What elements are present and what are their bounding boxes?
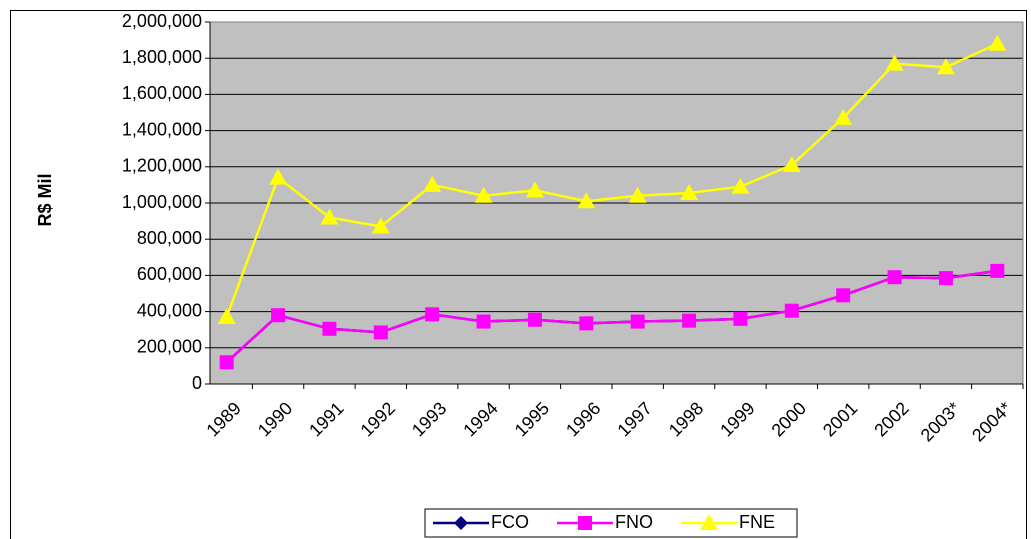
marker	[682, 313, 697, 328]
marker	[733, 311, 748, 326]
x-tick-label: 1996	[562, 398, 604, 440]
x-tick-label: 1992	[357, 398, 399, 440]
marker	[579, 316, 594, 331]
x-tick-label: 2000	[768, 398, 810, 440]
x-tick-label: 1999	[716, 398, 758, 440]
marker	[887, 270, 902, 285]
marker	[988, 34, 1007, 51]
y-tick-label: 600,000	[137, 264, 202, 284]
x-tick-label: 1993	[408, 398, 450, 440]
marker	[269, 168, 288, 185]
marker	[700, 514, 718, 530]
marker	[217, 308, 236, 325]
y-tick-label: 1,600,000	[122, 83, 202, 103]
chart-frame	[10, 10, 1027, 539]
y-tick-label: 800,000	[137, 228, 202, 248]
marker	[885, 54, 904, 71]
marker	[423, 175, 442, 192]
legend-label: FNO	[615, 512, 653, 532]
x-tick-label: 2003*	[917, 398, 964, 445]
marker	[938, 271, 953, 286]
marker	[836, 288, 851, 303]
y-axis-label: R$ Mil	[35, 173, 55, 226]
marker	[271, 308, 286, 323]
x-tick-label: 1994	[459, 398, 501, 440]
y-tick-label: 200,000	[137, 337, 202, 357]
legend-label: FCO	[491, 512, 529, 532]
marker	[425, 307, 440, 322]
x-tick-label: 2002	[870, 398, 912, 440]
marker	[527, 312, 542, 327]
y-tick-label: 1,800,000	[122, 47, 202, 67]
y-tick-label: 2,000,000	[122, 11, 202, 31]
marker	[628, 186, 647, 203]
series-line	[225, 269, 998, 364]
marker	[834, 108, 853, 125]
y-tick-label: 1,000,000	[122, 192, 202, 212]
marker	[680, 184, 699, 201]
x-tick-label: 1998	[665, 398, 707, 440]
x-tick-label: 2004*	[968, 398, 1015, 445]
marker	[784, 303, 799, 318]
series-line	[225, 42, 998, 318]
x-tick-label: 2001	[819, 398, 861, 440]
marker	[219, 355, 234, 370]
x-tick-label: 1989	[202, 398, 244, 440]
marker	[476, 314, 491, 329]
y-tick-label: 1,200,000	[122, 156, 202, 176]
marker	[525, 181, 544, 198]
legend-label: FNE	[739, 512, 775, 532]
marker	[578, 516, 592, 530]
x-tick-label: 1990	[254, 398, 296, 440]
marker	[474, 186, 493, 203]
marker	[322, 321, 337, 336]
x-tick-label: 1995	[511, 398, 553, 440]
marker	[454, 516, 468, 530]
marker	[630, 314, 645, 329]
x-tick-label: 1991	[305, 398, 347, 440]
marker	[320, 208, 339, 225]
marker	[782, 155, 801, 172]
y-tick-label: 0	[192, 373, 202, 393]
marker	[936, 58, 955, 75]
marker	[731, 177, 750, 194]
marker	[373, 325, 388, 340]
y-tick-label: 400,000	[137, 300, 202, 320]
x-tick-label: 1997	[613, 398, 655, 440]
marker	[371, 217, 390, 234]
y-tick-label: 1,400,000	[122, 119, 202, 139]
marker	[577, 192, 596, 209]
marker	[990, 263, 1005, 278]
